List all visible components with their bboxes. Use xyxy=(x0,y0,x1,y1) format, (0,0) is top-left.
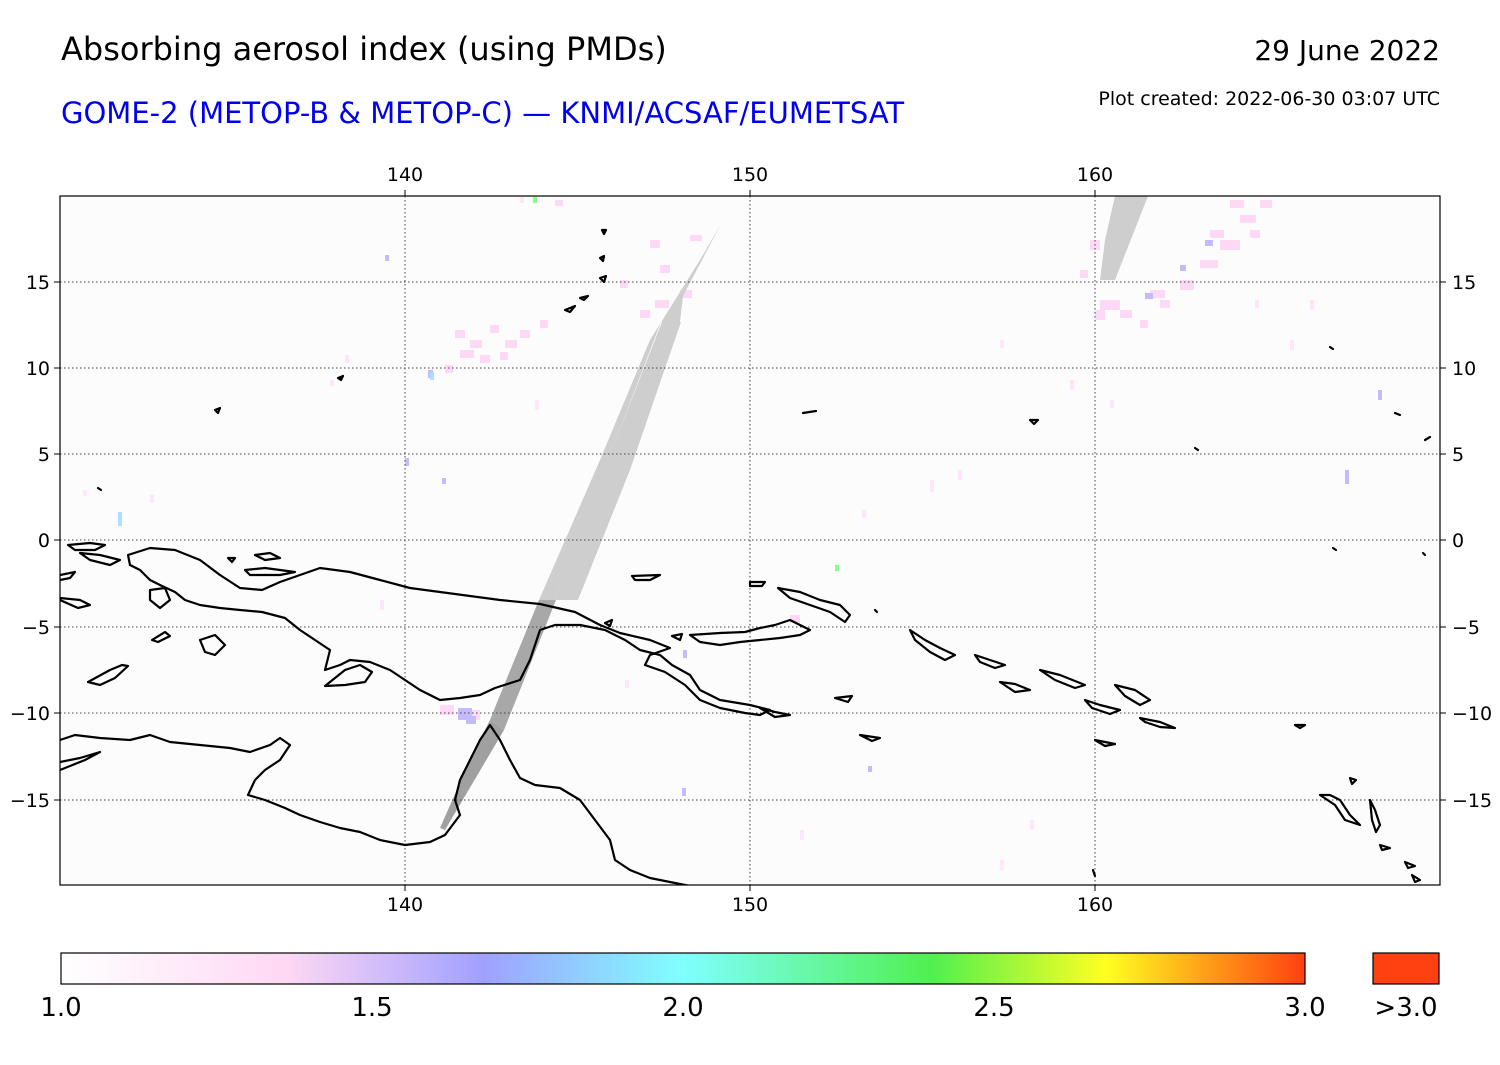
map-title: Absorbing aerosol index (using PMDs) xyxy=(61,30,667,68)
map-date: 29 June 2022 xyxy=(1254,34,1440,67)
graticule xyxy=(60,196,1440,885)
lon-tick-bottom-160: 160 xyxy=(1077,894,1113,916)
lat-tick-right-m15: −15 xyxy=(1452,790,1492,812)
lon-tick-top-150: 150 xyxy=(732,164,768,186)
aerosol-pixels xyxy=(83,197,1382,870)
coastlines xyxy=(60,228,1432,885)
lon-tick-bottom-150: 150 xyxy=(732,894,768,916)
lon-tick-bottom-140: 140 xyxy=(387,894,423,916)
map-subtitle: GOME-2 (METOP-B & METOP-C) — KNMI/ACSAF/… xyxy=(61,96,905,130)
colorbar-label-2-0: 2.0 xyxy=(662,993,704,1023)
lat-tick-left-0: 0 xyxy=(38,530,50,552)
colorbar-label-3-0: 3.0 xyxy=(1284,993,1326,1023)
lat-tick-left-15: 15 xyxy=(26,272,50,294)
colorbar-label-2-5: 2.5 xyxy=(973,993,1015,1023)
lat-tick-right-0: 0 xyxy=(1452,530,1464,552)
colorbar-label-1-5: 1.5 xyxy=(351,993,393,1023)
lon-tick-top-160: 160 xyxy=(1077,164,1113,186)
colorbar xyxy=(60,952,1306,985)
australia-coast xyxy=(60,723,691,885)
lon-tick-top-140: 140 xyxy=(387,164,423,186)
lat-tick-left-10: 10 xyxy=(26,358,50,380)
lat-tick-left-m5: −5 xyxy=(22,617,50,639)
lat-tick-left-5: 5 xyxy=(38,444,50,466)
lat-tick-left-m15: −15 xyxy=(10,790,50,812)
lat-tick-right-5: 5 xyxy=(1452,444,1464,466)
colorbar-overflow-label: >3.0 xyxy=(1374,993,1438,1023)
plot-created-timestamp: Plot created: 2022-06-30 03:07 UTC xyxy=(1098,88,1440,110)
lat-tick-right-15: 15 xyxy=(1452,272,1476,294)
colorbar-label-1-0: 1.0 xyxy=(40,993,82,1023)
colorbar-overflow-swatch xyxy=(1372,952,1440,985)
lat-tick-right-m5: −5 xyxy=(1452,617,1480,639)
new-guinea-coast xyxy=(126,546,772,717)
lat-tick-right-m10: −10 xyxy=(1452,703,1492,725)
lat-tick-right-10: 10 xyxy=(1452,358,1476,380)
lat-tick-left-m10: −10 xyxy=(10,703,50,725)
new-britain-coast xyxy=(688,618,812,647)
